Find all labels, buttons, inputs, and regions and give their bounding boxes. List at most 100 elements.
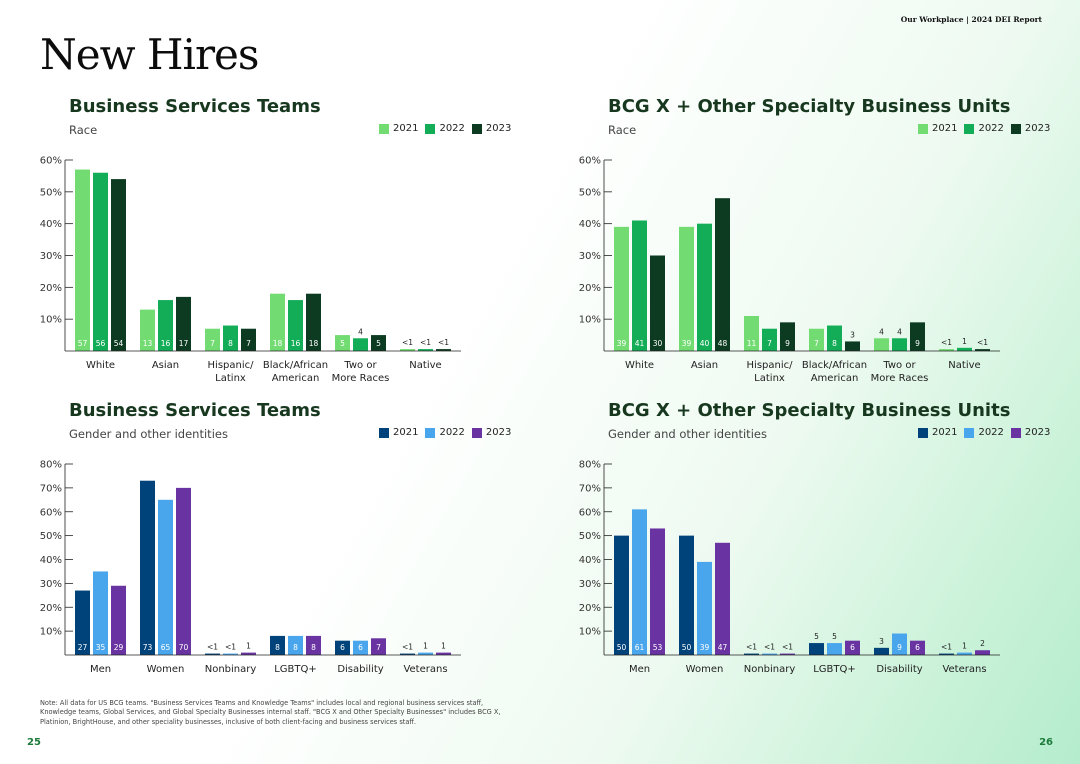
- y-tick-label: 80%: [40, 460, 62, 471]
- bar-value-label: 65: [161, 643, 171, 652]
- bar-value-label: 6: [340, 643, 345, 652]
- legend-swatch: [379, 427, 389, 438]
- category-label-line: Two or: [882, 360, 916, 371]
- legend-label: 2022: [439, 123, 465, 134]
- category-label: LGBTQ+: [274, 664, 317, 675]
- chart-subtitle: Race: [608, 123, 637, 137]
- bar: [111, 585, 126, 655]
- y-tick-label: 10%: [579, 627, 601, 638]
- category-label: Asian: [691, 360, 718, 371]
- bar-value-label: 8: [293, 643, 298, 652]
- category-label: Disability: [337, 664, 383, 675]
- legend-item: 2023: [471, 427, 512, 438]
- bar-value-label: <1: [977, 338, 988, 347]
- legend-label: 2022: [439, 427, 465, 438]
- bar-value-label: 8: [228, 339, 233, 348]
- legend-label: 2023: [485, 123, 512, 134]
- legend-item: 2022: [964, 427, 1004, 438]
- page-title: New Hires: [40, 30, 259, 79]
- bar: [75, 169, 90, 351]
- category-label: White: [86, 360, 115, 371]
- bar: [400, 653, 415, 655]
- legend-label: 2023: [485, 427, 512, 438]
- category-label: Veterans: [942, 664, 986, 675]
- legend-label: 2023: [1024, 427, 1051, 438]
- bar: [845, 341, 860, 351]
- bar-value-label: 17: [179, 339, 189, 348]
- bar: [75, 590, 90, 655]
- bar: [288, 635, 303, 655]
- bar-value-label: 47: [718, 643, 728, 652]
- bar: [241, 328, 256, 351]
- bar-value-label: <1: [207, 643, 218, 652]
- bar: [353, 338, 368, 351]
- bar-value-label: 7: [767, 339, 772, 348]
- bar-value-label: 54: [114, 339, 124, 348]
- chart-subtitle: Race: [69, 123, 98, 137]
- category-label-line: White: [625, 360, 654, 371]
- legend-swatch: [918, 123, 928, 134]
- y-tick-label: 30%: [579, 251, 601, 262]
- category-label: Hispanic/Latinx: [747, 360, 794, 384]
- y-tick-label: 40%: [40, 219, 62, 230]
- bar-value-label: 6: [358, 643, 363, 652]
- y-tick-label: 20%: [40, 603, 62, 614]
- bar: [400, 349, 415, 351]
- legend-swatch: [425, 123, 436, 134]
- legend-swatch: [471, 427, 482, 438]
- legend-swatch: [964, 123, 975, 134]
- bar-value-label: 3: [879, 637, 884, 646]
- bar-value-label: <1: [402, 338, 413, 347]
- legend-item: 2021: [918, 123, 957, 134]
- bar: [223, 653, 238, 655]
- bar: [111, 179, 126, 351]
- bar: [762, 653, 777, 655]
- category-label-line: More Races: [871, 373, 929, 384]
- bar-value-label: 9: [915, 339, 920, 348]
- category-label: LGBTQ+: [813, 664, 856, 675]
- bar-value-label: 18: [273, 339, 283, 348]
- legend-swatch: [918, 427, 928, 438]
- chart-title: Business Services Teams: [69, 400, 321, 421]
- category-label-line: LGBTQ+: [274, 664, 317, 675]
- bar-value-label: 8: [275, 643, 280, 652]
- bar-value-label: 73: [143, 643, 153, 652]
- footnote: Note: All data for US BCG teams. "Busine…: [40, 699, 501, 726]
- bar-value-label: 6: [850, 643, 855, 652]
- bar-value-label: 8: [311, 643, 316, 652]
- bar: [371, 335, 386, 351]
- bar-value-label: 53: [653, 643, 663, 652]
- category-label-line: American: [272, 373, 320, 384]
- bar-value-label: 48: [718, 339, 728, 348]
- bar-value-label: 27: [78, 643, 88, 652]
- bar: [744, 315, 759, 351]
- bar-value-label: 13: [143, 339, 153, 348]
- bar-value-label: 7: [246, 339, 251, 348]
- bar-value-label: 9: [785, 339, 790, 348]
- category-label-line: Men: [90, 664, 111, 675]
- bar-value-label: 41: [635, 339, 645, 348]
- bar-value-label: 5: [832, 632, 837, 641]
- bar: [809, 643, 824, 655]
- bar: [845, 640, 860, 655]
- bar-value-label: 5: [376, 339, 381, 348]
- bar: [93, 172, 108, 351]
- bar-value-label: <1: [746, 643, 757, 652]
- bar-value-label: 50: [617, 643, 627, 652]
- bar: [306, 293, 321, 351]
- bar-value-label: 35: [96, 643, 106, 652]
- bar-value-label: 16: [291, 339, 301, 348]
- bar-value-label: 3: [850, 330, 855, 339]
- bar: [827, 325, 842, 351]
- legend-label: 2021: [393, 123, 419, 134]
- bar: [910, 322, 925, 351]
- bar: [353, 640, 368, 655]
- category-label: Asian: [152, 360, 179, 371]
- bar: [270, 635, 285, 655]
- category-label: Women: [147, 664, 185, 675]
- bar-value-label: 50: [682, 643, 692, 652]
- bar-value-label: 7: [210, 339, 215, 348]
- y-tick-label: 40%: [579, 219, 601, 230]
- bar: [697, 223, 712, 351]
